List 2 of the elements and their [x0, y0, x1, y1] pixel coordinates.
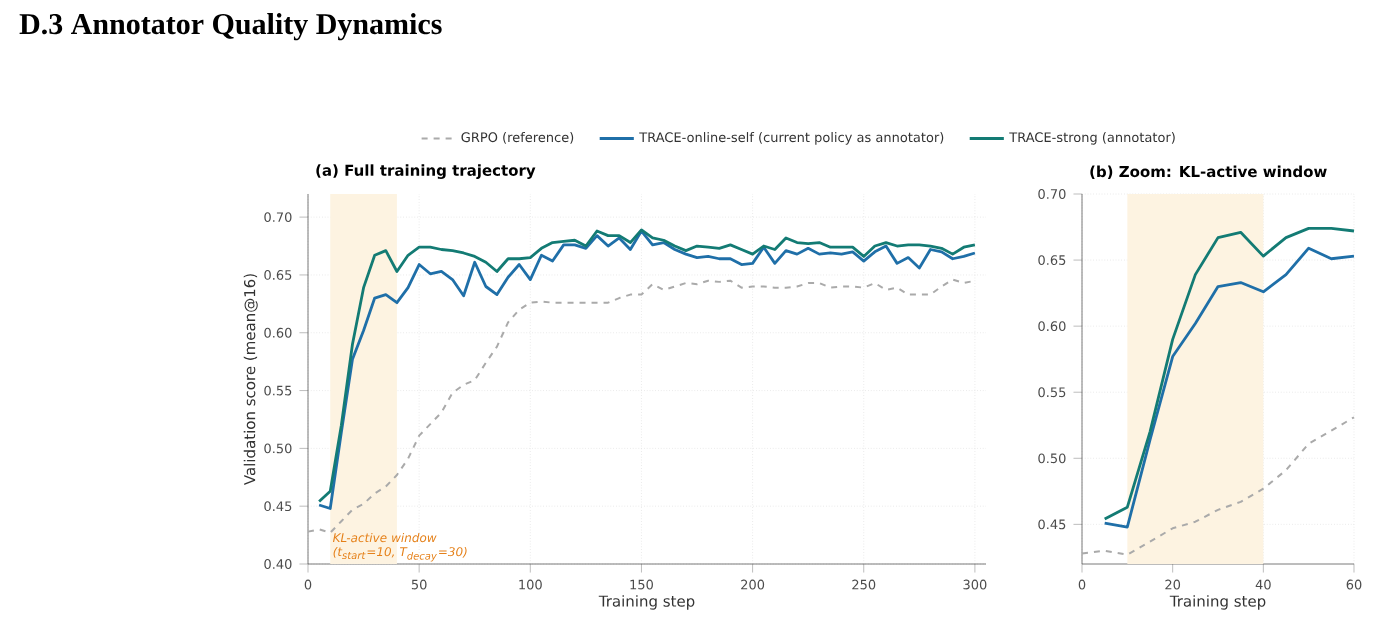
- text: D.3 Annotator Quality Dynamics: [19, 13, 442, 41]
- line-series: [1081, 416, 1355, 556]
